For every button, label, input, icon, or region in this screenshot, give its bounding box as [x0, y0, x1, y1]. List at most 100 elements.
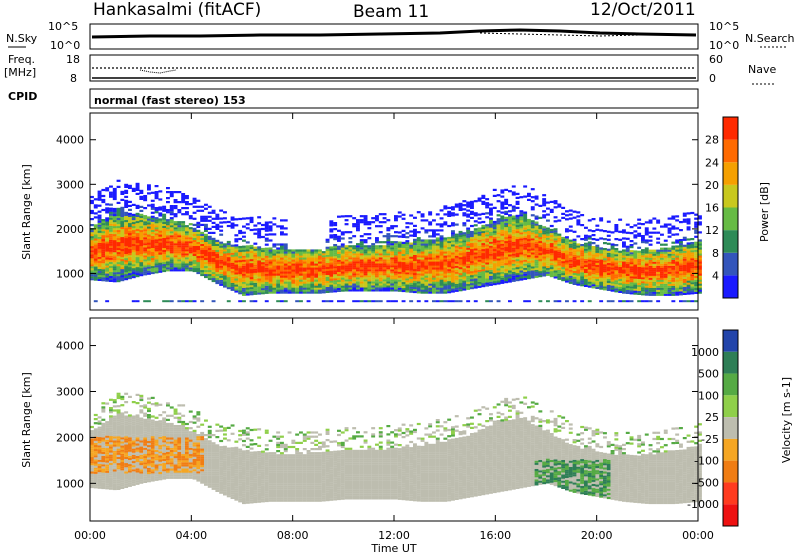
power-cell	[599, 269, 604, 272]
power-cell	[504, 232, 509, 236]
power-cell	[280, 233, 284, 236]
power-cell	[169, 239, 174, 242]
power-cell	[435, 289, 440, 292]
power-cell	[356, 283, 360, 286]
power-cell	[375, 273, 379, 276]
power-cell	[378, 225, 383, 228]
power-cell	[299, 263, 303, 266]
power-cell	[644, 300, 649, 303]
power-cell	[112, 207, 117, 211]
power-cell	[432, 283, 436, 286]
power-cell	[443, 265, 448, 268]
power-cell	[462, 278, 467, 281]
power-cell	[553, 236, 558, 239]
power-cell	[200, 233, 205, 236]
power-cell	[215, 279, 220, 283]
power-cell	[622, 300, 626, 303]
power-cell	[173, 245, 178, 248]
power-cell	[530, 270, 535, 273]
power-cell	[580, 300, 585, 303]
power-cell	[439, 209, 444, 212]
power-cell	[390, 241, 395, 244]
power-cell	[675, 271, 680, 274]
power-cell	[470, 224, 474, 228]
power-cell	[124, 235, 129, 239]
power-cell	[112, 226, 117, 229]
power-cell	[105, 277, 110, 280]
power-cell	[143, 251, 148, 254]
power-cell	[223, 257, 227, 260]
power-cell	[177, 231, 182, 234]
power-cell	[435, 271, 440, 274]
power-cell	[511, 231, 516, 234]
power-cell	[432, 229, 436, 232]
power-cell	[648, 271, 653, 274]
power-cell	[538, 226, 543, 230]
power-cell	[291, 289, 296, 292]
power-cell	[485, 226, 490, 229]
power-cell	[682, 244, 687, 247]
power-cell	[549, 265, 554, 268]
power-cell	[306, 259, 311, 262]
power-cell	[116, 258, 121, 261]
power-cell	[318, 257, 322, 260]
power-cell	[329, 236, 334, 239]
power-cell	[124, 276, 129, 279]
power-cell	[234, 290, 239, 293]
power-cell	[652, 251, 657, 254]
power-cell	[603, 288, 607, 291]
power-cell	[302, 281, 307, 284]
power-cell	[207, 247, 212, 250]
power-cell	[527, 226, 531, 230]
power-cell	[508, 242, 512, 245]
power-cell	[470, 255, 474, 258]
power-cell	[557, 249, 562, 252]
power-cell	[329, 286, 334, 289]
power-cell	[591, 238, 596, 241]
power-cell	[470, 240, 474, 244]
power-cell	[268, 291, 273, 294]
power-cell	[416, 249, 421, 252]
power-cell	[363, 251, 368, 254]
power-cell	[489, 213, 493, 216]
power-cell	[439, 259, 444, 262]
power-cell	[542, 242, 547, 245]
power-cell	[546, 249, 550, 252]
power-cell	[546, 257, 550, 260]
power-cell	[371, 269, 376, 272]
power-cell	[618, 258, 623, 261]
power-cell	[416, 259, 421, 262]
power-cell	[618, 288, 623, 291]
power-cell	[606, 238, 611, 241]
power-cell	[101, 241, 106, 244]
power-cell	[109, 233, 113, 236]
power-cell	[371, 259, 376, 262]
power-cell	[648, 221, 653, 224]
power-cell	[481, 228, 486, 232]
power-cell	[511, 221, 516, 224]
power-cell	[675, 265, 680, 268]
power-cell	[675, 275, 680, 278]
power-cell	[329, 268, 334, 271]
power-cell	[454, 213, 459, 216]
power-cell	[622, 261, 626, 264]
power-cell	[603, 276, 607, 279]
power-cell	[264, 263, 269, 266]
power-cell	[397, 273, 402, 276]
power-cell	[169, 257, 174, 260]
power-cell	[534, 259, 539, 262]
power-cell	[413, 246, 417, 249]
power-cell	[644, 233, 649, 236]
power-cell	[356, 267, 360, 270]
power-cell	[534, 229, 539, 232]
power-cell	[272, 285, 277, 288]
power-cell	[314, 287, 319, 290]
power-cell	[519, 254, 524, 257]
power-cell	[641, 261, 645, 264]
power-cell	[675, 277, 680, 280]
power-cell	[382, 275, 387, 278]
power-cell	[656, 231, 661, 234]
power-cell	[310, 279, 315, 282]
power-cell	[177, 227, 182, 230]
power-cell	[504, 263, 509, 266]
